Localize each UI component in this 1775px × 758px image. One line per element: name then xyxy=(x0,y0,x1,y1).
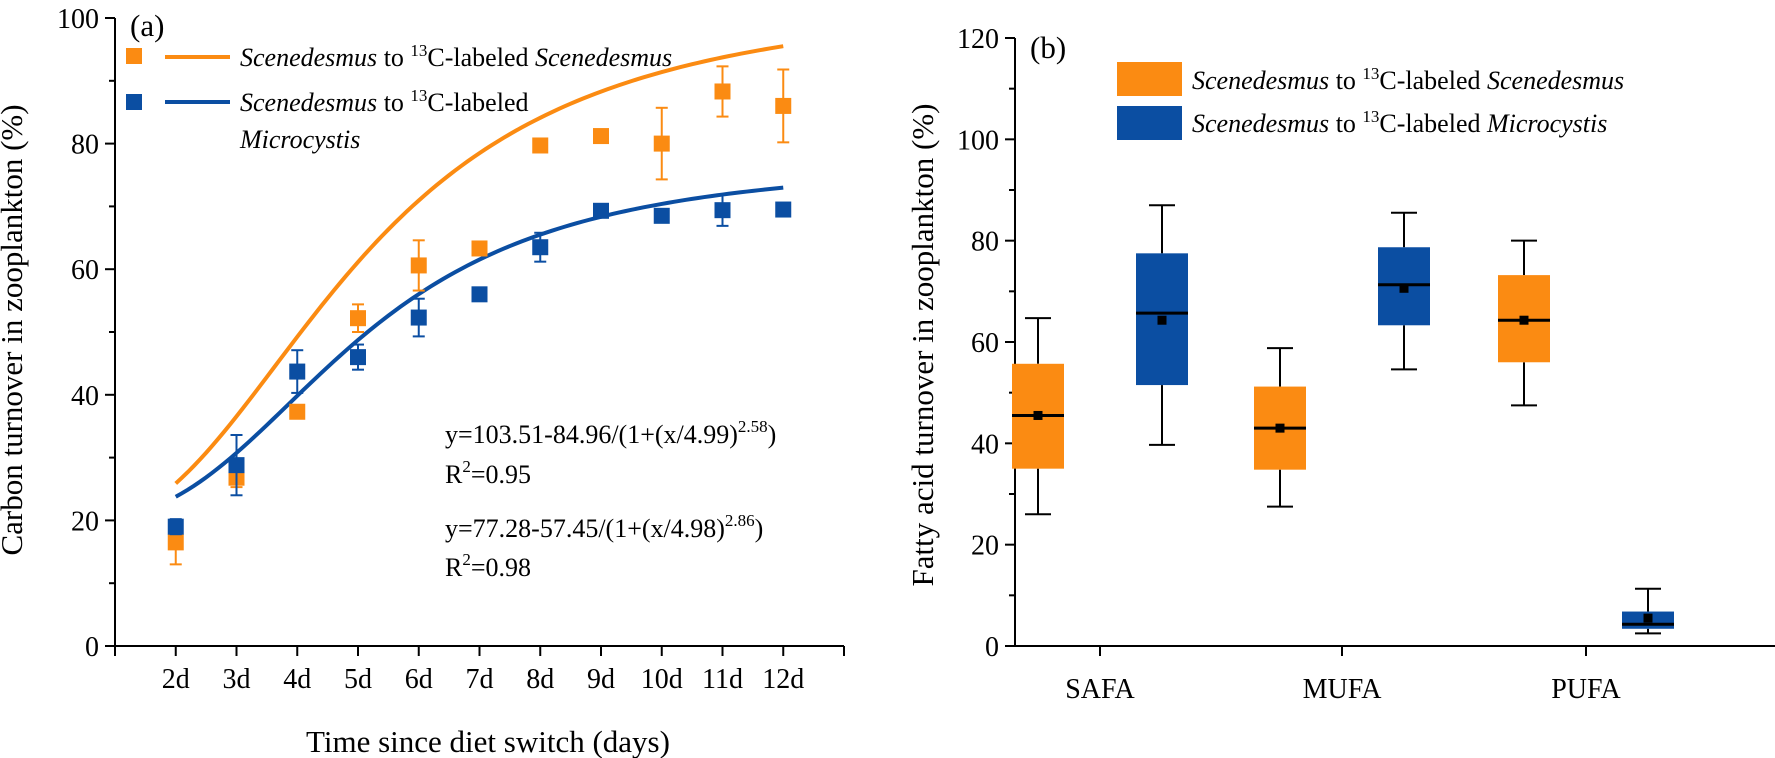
data-point-blue xyxy=(167,518,184,535)
y-tick-label-b: 120 xyxy=(957,24,999,55)
panel-a-equations: y=103.51-84.96/(1+(x/4.99)2.58) R2=0.95 … xyxy=(445,417,776,582)
x-tick-label-a: 6d xyxy=(405,664,433,695)
box-orange-safa xyxy=(1012,317,1064,516)
box-blue-mufa xyxy=(1378,211,1430,371)
panel-a-label: (a) xyxy=(130,8,164,43)
data-point-orange xyxy=(775,97,792,114)
x-tick-label-a: 9d xyxy=(587,664,615,695)
x-tick-label-a: 7d xyxy=(466,664,494,695)
data-point-blue xyxy=(350,349,366,366)
y-tick-label-b: 100 xyxy=(957,125,999,156)
legend-b-orange-label: Scenedesmus to 13C-labeled Scenedesmus xyxy=(1192,64,1624,95)
box-mean xyxy=(1157,315,1167,325)
data-point-orange xyxy=(653,135,670,152)
box-mean xyxy=(1643,613,1653,623)
r2-orange: R2=0.95 xyxy=(445,457,531,489)
y-tick-label-b: 0 xyxy=(985,632,999,663)
panel-b-box-plot: (b) 0 20 40 60 80 100 120 SAFA MUFA PUFA Fatty a… xyxy=(905,24,1775,705)
data-point-orange xyxy=(532,137,549,154)
panel-b-boxes xyxy=(1012,204,1674,635)
panel-a-line-chart: (a) 0 20 40 60 80 100 2d 3d 4d 5d 6d 7d 8d 9d 10d 11d 1… xyxy=(0,4,845,758)
panel-a-x-axis-title: Time since diet switch (days) xyxy=(306,724,670,758)
legend-b-orange-swatch xyxy=(1117,62,1182,96)
x-tick-label-a: 12d xyxy=(762,664,804,695)
data-point-orange xyxy=(350,310,366,327)
data-point-orange xyxy=(471,240,488,257)
x-tick-label-b: PUFA xyxy=(1551,674,1621,705)
box-orange-mufa xyxy=(1254,347,1306,508)
box-mean xyxy=(1275,423,1285,433)
data-point-blue xyxy=(775,201,792,218)
y-tick-label-a: 40 xyxy=(71,381,99,412)
panel-b-y-axis-title: Fatty acid turnover in zooplankton (%) xyxy=(905,104,940,587)
x-tick-label-a: 4d xyxy=(283,664,311,695)
panel-b-legend: Scenedesmus to 13C-labeled Scenedesmus S… xyxy=(1117,62,1624,140)
data-point-blue xyxy=(410,309,427,326)
equation-orange: y=103.51-84.96/(1+(x/4.99)2.58) xyxy=(445,417,776,449)
x-tick-label-b: MUFA xyxy=(1303,674,1383,705)
legend-b-blue-swatch xyxy=(1117,106,1182,140)
legend-a-blue-label-line2: Microcystis xyxy=(239,125,360,154)
y-tick-label-a: 100 xyxy=(57,4,99,35)
fit-curve-blue xyxy=(174,185,784,499)
y-tick-label-a: 60 xyxy=(71,255,99,286)
data-point-blue xyxy=(228,457,245,474)
legend-a-blue-marker xyxy=(126,94,142,110)
r2-blue: R2=0.98 xyxy=(445,550,531,582)
legend-a-orange-marker xyxy=(126,48,142,64)
data-point-blue xyxy=(714,202,731,219)
y-tick-label-b: 40 xyxy=(971,429,999,460)
legend-b-blue-label: Scenedesmus to 13C-labeled Microcystis xyxy=(1192,107,1607,138)
data-point-blue xyxy=(593,202,609,219)
y-tick-label-a: 80 xyxy=(71,130,99,161)
panel-b-x-ticks: SAFA MUFA PUFA xyxy=(1065,646,1622,705)
x-tick-label-a: 5d xyxy=(344,664,372,695)
y-tick-label-a: 20 xyxy=(71,506,99,537)
box-mean xyxy=(1519,315,1529,325)
panel-b-label: (b) xyxy=(1030,30,1066,65)
box-blue-safa xyxy=(1136,204,1188,446)
box-blue-pufa xyxy=(1622,587,1674,635)
x-tick-label-a: 3d xyxy=(223,664,251,695)
y-tick-label-b: 80 xyxy=(971,227,999,258)
data-point-orange xyxy=(593,128,609,145)
data-point-blue xyxy=(653,207,670,224)
panel-a-y-ticks: 0 20 40 60 80 100 xyxy=(57,4,115,663)
y-tick-label-a: 0 xyxy=(85,632,99,663)
x-tick-label-a: 2d xyxy=(162,664,190,695)
x-tick-label-a: 11d xyxy=(702,664,743,695)
data-point-orange xyxy=(410,257,427,274)
x-tick-label-a: 10d xyxy=(641,664,683,695)
panel-a-y-axis-title: Carbon turnover in zooplankton (%) xyxy=(0,104,29,555)
y-tick-label-b: 60 xyxy=(971,328,999,359)
data-point-orange xyxy=(714,83,731,100)
panel-a-x-ticks: 2d 3d 4d 5d 6d 7d 8d 9d 10d 11d 12d xyxy=(114,646,845,695)
data-point-blue xyxy=(532,239,549,256)
x-tick-label-a: 8d xyxy=(526,664,554,695)
panel-a-legend: Scenedesmus to 13C-labeled Scenedesmus S… xyxy=(126,41,672,154)
equation-blue: y=77.28-57.45/(1+(x/4.98)2.86) xyxy=(445,511,763,543)
panel-a-data-points xyxy=(167,65,792,566)
box-mean xyxy=(1033,410,1043,420)
fit-curve-orange xyxy=(174,44,784,485)
box-mean xyxy=(1399,283,1409,293)
legend-a-orange-label: Scenedesmus to 13C-labeled Scenedesmus xyxy=(240,41,672,72)
data-point-orange xyxy=(167,534,184,551)
y-tick-label-b: 20 xyxy=(971,531,999,562)
x-tick-label-b: SAFA xyxy=(1065,674,1135,705)
data-point-blue xyxy=(289,363,306,380)
panel-a-fit-curves xyxy=(174,44,784,499)
data-point-orange xyxy=(289,403,306,420)
panel-b-y-ticks: 0 20 40 60 80 100 120 xyxy=(957,24,1015,663)
data-point-blue xyxy=(471,286,488,303)
legend-a-blue-label: Scenedesmus to 13C-labeled xyxy=(240,86,529,117)
box-orange-pufa xyxy=(1498,239,1550,407)
